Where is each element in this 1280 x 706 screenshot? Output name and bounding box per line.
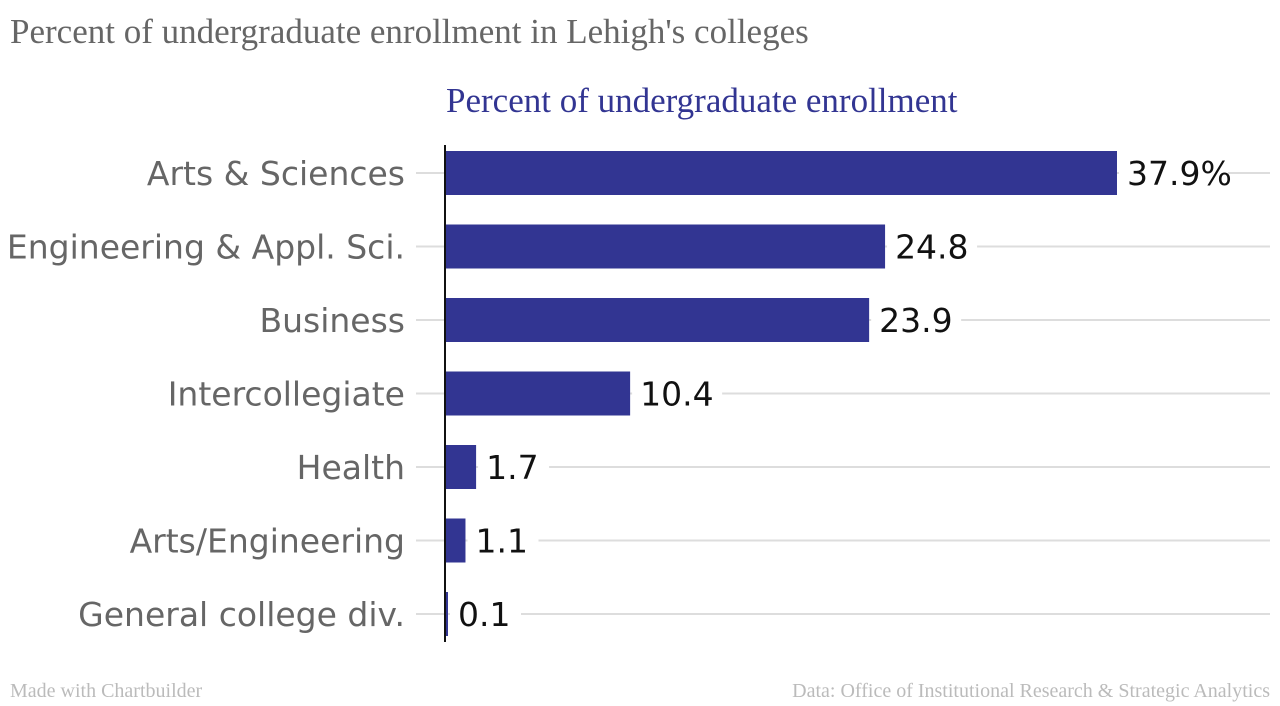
- category-label-bg: [25, 592, 413, 636]
- chart-title: Percent of undergraduate enrollment in L…: [10, 12, 809, 51]
- bar-value-label: 24.8: [895, 228, 968, 267]
- category-label: Health: [297, 448, 405, 487]
- bar: [446, 298, 870, 342]
- bar-value-label: 1.7: [486, 448, 538, 487]
- category-label: Arts/Engineering: [130, 522, 405, 561]
- bar-value-label: 37.9%: [1127, 154, 1232, 193]
- value-label-bg: [1119, 153, 1228, 193]
- bar-value-label: 23.9: [879, 301, 952, 340]
- bar-value-label: 1.1: [475, 522, 527, 561]
- bar: [446, 151, 1117, 195]
- category-label: Business: [259, 301, 405, 340]
- bar: [446, 445, 477, 489]
- bar-value-label: 0.1: [458, 595, 510, 634]
- series-title: Percent of undergraduate enrollment: [446, 81, 958, 120]
- bar-value-label: 10.4: [640, 375, 713, 414]
- value-label-bg: [467, 520, 539, 561]
- value-labels: 37.9% 24.8 23.9 10.4 1.7 1.1 0.1: [450, 153, 1232, 634]
- category-label-bg: [247, 298, 413, 342]
- bar: [446, 224, 886, 269]
- bars: [446, 151, 1117, 636]
- category-labels: Arts & Sciences Engineering & Appl. Sci. B…: [0, 151, 413, 636]
- category-label-bg: [284, 445, 413, 489]
- footer-credit: Made with Chartbuilder: [10, 680, 203, 702]
- category-label: Arts & Sciences: [147, 154, 405, 193]
- category-label-bg: [117, 151, 413, 195]
- category-label: Engineering & Appl. Sci.: [7, 228, 405, 267]
- value-label-bg: [887, 226, 978, 267]
- category-label: General college div.: [78, 595, 405, 634]
- footer-source: Data: Office of Institutional Research &…: [792, 680, 1270, 702]
- bar: [446, 371, 631, 416]
- category-label-bg: [117, 371, 413, 416]
- category-label-bg: [0, 224, 413, 269]
- category-label: Intercollegiate: [168, 375, 405, 414]
- value-label-bg: [871, 300, 962, 340]
- bar: [446, 592, 448, 636]
- value-label-bg: [450, 594, 521, 634]
- bar: [446, 518, 466, 563]
- value-label-bg: [632, 373, 723, 414]
- category-label-bg: [99, 518, 413, 563]
- value-label-bg: [478, 447, 550, 487]
